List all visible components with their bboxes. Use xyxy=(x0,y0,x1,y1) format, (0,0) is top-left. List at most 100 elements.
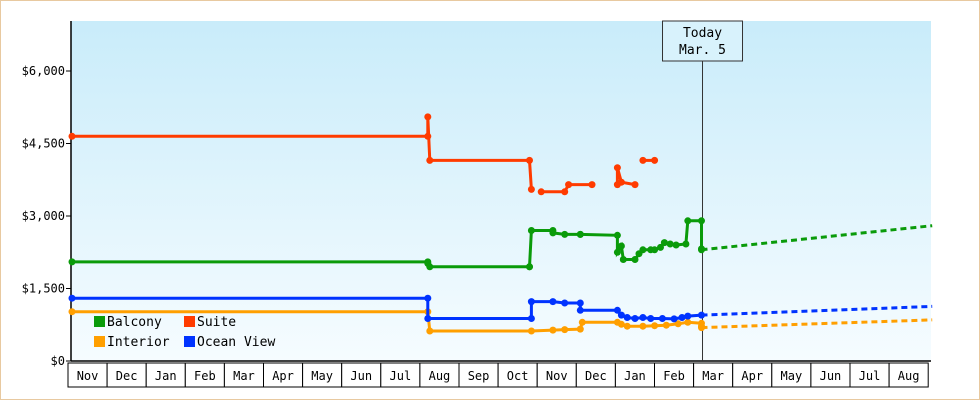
ocean-view-data-point xyxy=(678,314,686,321)
y-tick-label: $3,000 xyxy=(22,209,65,223)
balcony-projection-line xyxy=(701,224,933,252)
legend-label-balcony: Balcony xyxy=(107,315,162,330)
interior-data-point xyxy=(684,318,692,326)
x-tick-label: Dec xyxy=(585,369,607,383)
legend-swatch-suite xyxy=(184,316,195,327)
x-tick-label: Jan xyxy=(155,369,177,383)
interior-data-point xyxy=(651,322,659,330)
x-tick-label: Apr xyxy=(272,369,294,383)
legend-swatch-balcony xyxy=(94,316,105,327)
today-label: Today xyxy=(683,26,722,41)
x-tick-cell xyxy=(419,362,460,388)
suite-data-point xyxy=(68,132,76,140)
x-tick-cell xyxy=(145,362,186,388)
balcony-data-point xyxy=(682,240,690,248)
today-date: Mar. 5 xyxy=(679,43,726,58)
x-tick-label: Oct xyxy=(507,369,529,383)
legend-swatch-interior xyxy=(94,336,105,347)
y-tick-label: $6,000 xyxy=(22,64,65,78)
x-tick-cell xyxy=(184,362,225,388)
suite-data-point xyxy=(527,185,535,193)
x-tick-label: May xyxy=(311,369,333,383)
balcony-data-point xyxy=(651,246,659,254)
legend-label-interior: Interior xyxy=(107,335,170,350)
legend-label-suite: Suite xyxy=(197,315,236,330)
ocean-view-data-point xyxy=(639,314,647,321)
x-tick-label: Feb xyxy=(663,369,685,383)
today-box xyxy=(662,20,744,62)
interior-data-point xyxy=(623,322,631,330)
suite-data-point xyxy=(561,188,569,196)
y-tick-label: $4,500 xyxy=(22,137,65,151)
x-tick-label: Jul xyxy=(390,369,412,383)
interior-data-point xyxy=(617,320,625,328)
ocean-view-data-point xyxy=(647,315,655,322)
ocean-view-data-point xyxy=(424,315,432,322)
balcony-data-point xyxy=(426,263,434,271)
balcony-data-point xyxy=(672,241,680,249)
interior-data-point xyxy=(426,327,434,335)
balcony-data-point xyxy=(549,229,557,237)
x-tick-cell xyxy=(732,362,773,388)
balcony-data-point xyxy=(660,239,668,247)
suite-data-point xyxy=(588,181,596,189)
balcony-data-point xyxy=(639,246,647,254)
interior-data-point xyxy=(549,326,557,334)
x-tick-label: Apr xyxy=(741,369,763,383)
x-tick-cell xyxy=(536,362,577,388)
x-tick-label: Aug xyxy=(898,369,920,383)
x-tick-cell xyxy=(263,362,304,388)
interior-data-point xyxy=(639,322,647,330)
ocean-view-data-point xyxy=(623,314,631,321)
suite-data-point xyxy=(617,178,625,186)
x-tick-label: Feb xyxy=(194,369,216,383)
x-tick-cell xyxy=(771,362,812,388)
ocean-view-data-point xyxy=(561,299,569,307)
x-tick-label: Jun xyxy=(350,369,372,383)
suite-data-point xyxy=(526,156,533,164)
balcony-data-point xyxy=(684,217,692,225)
x-tick-cell xyxy=(497,362,538,388)
suite-data-point xyxy=(631,181,639,189)
x-tick-label: Nov xyxy=(546,369,568,383)
x-tick-label: Nov xyxy=(77,369,99,383)
suite-data-point xyxy=(426,156,434,164)
x-tick-cell xyxy=(614,362,656,388)
suite-data-point xyxy=(424,132,432,140)
ocean-view-projection-line xyxy=(701,304,933,317)
ocean-view-data-point xyxy=(684,312,692,320)
interior-data-point xyxy=(578,318,586,326)
ocean-view-data-point xyxy=(617,311,625,319)
suite-data-point xyxy=(651,156,659,164)
balcony-data-point xyxy=(698,217,705,225)
x-tick-cell xyxy=(106,362,147,388)
ocean-view-data-point xyxy=(424,294,432,302)
y-tick-label: $1,500 xyxy=(22,282,65,296)
suite-series-line xyxy=(541,183,592,194)
suite-data-point xyxy=(613,164,621,172)
interior-projection-line xyxy=(701,318,933,330)
suite-series-line xyxy=(615,167,636,187)
balcony-data-point xyxy=(617,242,625,250)
legend-label-ocean-view: Ocean View xyxy=(197,335,275,350)
legend-swatch-ocean-view xyxy=(184,336,195,347)
x-tick-label: Jul xyxy=(859,369,881,383)
x-tick-cell xyxy=(810,362,851,388)
x-tick-cell xyxy=(380,362,421,388)
interior-data-point xyxy=(576,325,584,333)
ocean-view-data-point xyxy=(527,315,535,322)
interior-data-point xyxy=(561,326,569,334)
y-tick-label: $0 xyxy=(51,354,65,368)
ocean-view-data-point xyxy=(670,315,678,323)
balcony-data-point xyxy=(657,243,664,251)
x-tick-label: Mar xyxy=(233,369,255,383)
x-tick-cell xyxy=(458,362,499,388)
x-tick-cell xyxy=(302,362,343,388)
x-tick-label: Aug xyxy=(429,369,451,383)
x-tick-cell xyxy=(888,362,929,388)
ocean-view-data-point xyxy=(631,315,639,322)
interior-data-point xyxy=(674,320,682,328)
x-tick-label: Jun xyxy=(820,369,842,383)
legend: Balcony Suite Interior Ocean View xyxy=(94,315,275,350)
ocean-view-data-point xyxy=(527,298,535,306)
